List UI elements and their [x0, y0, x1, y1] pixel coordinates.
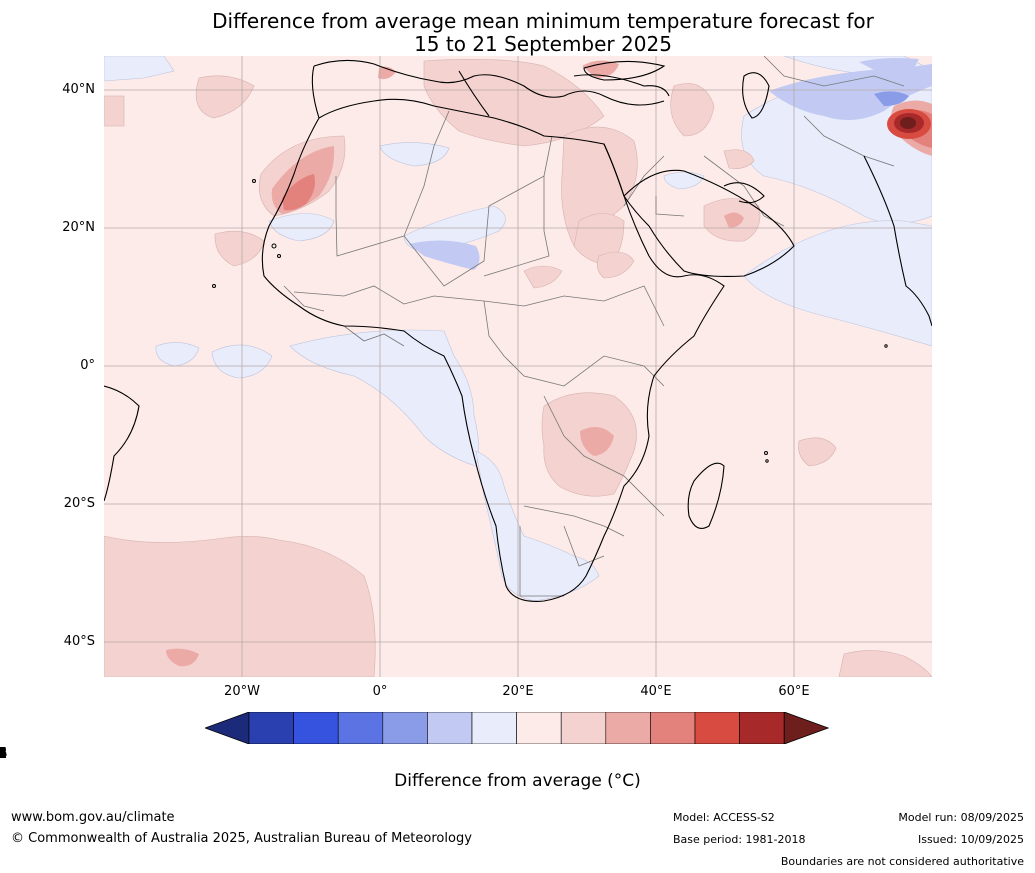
footer-website: www.bom.gov.au/climate [11, 810, 175, 825]
colorbar-tick-label: 5 [0, 744, 5, 762]
colorbar-tick-label: -4 [0, 744, 8, 762]
lon-label-20e: 20°E [502, 684, 534, 699]
colorbar-swatch [382, 712, 428, 744]
colorbar-tick-label: -2 [0, 744, 8, 762]
cool-band [409, 58, 932, 270]
colorbar-swatch [739, 712, 785, 744]
lat-label-20s: 20°S [63, 496, 95, 511]
colorbar-swatch [560, 712, 607, 744]
graticule [104, 56, 932, 677]
colorbar-swatch [471, 712, 517, 744]
lon-label-0: 0° [372, 684, 388, 699]
footer-base-period: Base period: 1981-2018 [673, 833, 806, 846]
footer-model: Model: ACCESS-S2 [673, 811, 775, 824]
colorbar-tick-label: 0 [0, 744, 5, 762]
colorbar-tick-label: -3 [0, 744, 8, 762]
footer-issued: Issued: 10/09/2025 [917, 833, 1024, 846]
lat-label-40n: 40°N [62, 82, 95, 97]
colorbar-tick-label: -5 [0, 744, 8, 762]
colorbar [205, 712, 829, 744]
colorbar-tick-label: -1 [0, 744, 8, 762]
lon-label-20w: 20°W [224, 684, 260, 699]
colorbar-tick-label: 6 [0, 744, 5, 762]
islands [212, 179, 888, 463]
colorbar-tick-label: 3 [0, 744, 5, 762]
lon-label-40e: 40°E [640, 684, 672, 699]
map-title-line-2: 15 to 21 September 2025 [414, 32, 672, 56]
colorbar-extension-low [205, 712, 250, 744]
stronger-cool-band [874, 91, 909, 106]
lat-label-0: 0° [80, 358, 95, 373]
colorbar-tick-label: 1 [0, 744, 5, 762]
colorbar-tick-label: 4 [0, 744, 5, 762]
central-asia-hotspot [887, 109, 931, 139]
colorbar-extension-high [783, 712, 829, 744]
lat-label-40s: 40°S [63, 634, 95, 649]
anomaly-map [104, 56, 932, 677]
map-title-line-1: Difference from average mean minimum tem… [212, 9, 874, 33]
colorbar-swatch [516, 712, 562, 744]
footer-model-run: Model run: 08/09/2025 [898, 811, 1024, 824]
lon-label-60e: 60°E [778, 684, 810, 699]
coastlines [104, 59, 932, 602]
colorbar-swatch [427, 712, 473, 744]
footer-disclaimer: Boundaries are not considered authoritat… [780, 855, 1024, 868]
colorbar-swatch [605, 712, 651, 744]
colorbar-label: Difference from average (°C) [394, 771, 641, 791]
footer-copyright: © Commonwealth of Australia 2025, Austra… [11, 831, 472, 846]
colorbar-tick-label: 2 [0, 744, 5, 762]
colorbar-tick-label: -6 [0, 744, 8, 762]
colorbar-swatch [650, 712, 696, 744]
colorbar-swatch [337, 712, 384, 744]
colorbar-swatch [694, 712, 740, 744]
country-borders [283, 56, 905, 597]
colorbar-swatch [248, 712, 294, 744]
lat-label-20n: 20°N [62, 220, 95, 235]
colorbar-swatch [293, 712, 339, 744]
